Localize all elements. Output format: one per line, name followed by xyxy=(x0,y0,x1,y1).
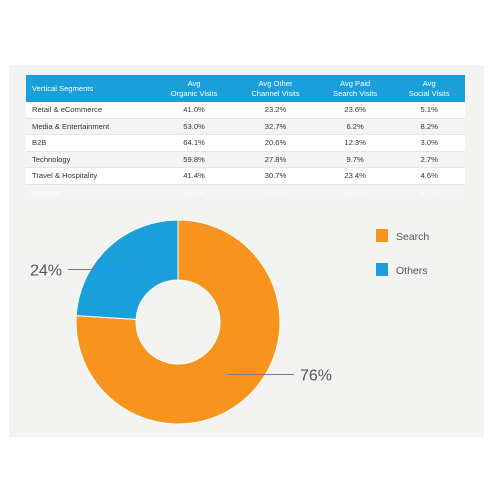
paid-search-cell: 6.2% xyxy=(316,118,394,135)
social-cell: 5.1% xyxy=(393,102,465,119)
other-channel-cell: 20.6% xyxy=(234,134,317,152)
header-organic-visits: Avg Organic Visits xyxy=(153,75,235,102)
segment-cell: Travel & Hospitality xyxy=(26,167,154,185)
slice-label-others: 24% xyxy=(30,263,62,280)
header-other-channel-visits: Avg Other Channel Visits xyxy=(234,75,317,102)
social-cell: 3.0% xyxy=(393,134,465,152)
table-row: Retail & eCommerce 41.0% 23.2% 23.6% 5.1… xyxy=(26,102,465,119)
social-cell: 4.6% xyxy=(393,167,465,185)
paid-search-cell: 12.3% xyxy=(316,134,394,152)
paid-search-cell: 23.4% xyxy=(316,167,394,185)
paid-search-cell: 9.7% xyxy=(316,151,394,168)
vertical-segments-table: Vertical Segments Avg Organic Visits Avg … xyxy=(26,75,465,200)
organic-cell: 41.0% xyxy=(153,102,235,119)
average-organic-cell: 53.3% xyxy=(153,184,235,200)
table-header-row: Vertical Segments Avg Organic Visits Avg … xyxy=(26,75,465,102)
average-label-cell: Average xyxy=(26,184,154,200)
organic-cell: 53.0% xyxy=(153,118,235,135)
other-channel-cell: 32.7% xyxy=(234,118,317,135)
average-row: Average 53.3% 27.0% 15.0% 4.7% xyxy=(26,184,465,200)
segment-cell: B2B xyxy=(26,134,154,152)
legend-swatch-others xyxy=(376,263,388,276)
legend-label-others: Others xyxy=(396,265,428,277)
slice-search xyxy=(75,219,281,425)
social-cell: 2.7% xyxy=(393,151,465,168)
average-social-cell: 4.7% xyxy=(393,184,465,200)
other-channel-cell: 30.7% xyxy=(234,167,317,185)
segment-cell: Technology xyxy=(26,151,154,168)
header-social-visits: Avg Social Visits xyxy=(393,75,465,102)
organic-cell: 59.8% xyxy=(153,151,235,168)
other-channel-cell: 23.2% xyxy=(234,102,317,119)
other-channel-cell: 27.8% xyxy=(234,151,317,168)
average-paid-search-cell: 15.0% xyxy=(316,184,394,200)
header-paid-search-visits: Avg Paid Search Visits xyxy=(316,75,394,102)
table-row: B2B 64.1% 20.6% 12.3% 3.0% xyxy=(26,134,465,152)
segment-cell: Media & Entertainment xyxy=(26,118,154,135)
paid-search-cell: 23.6% xyxy=(316,102,394,119)
table-row: Technology 59.8% 27.8% 9.7% 2.7% xyxy=(26,151,465,168)
organic-cell: 64.1% xyxy=(153,134,235,152)
legend-swatch-search xyxy=(376,229,388,242)
table-row: Media & Entertainment 53.0% 32.7% 6.2% 8… xyxy=(26,118,465,135)
legend-label-search: Search xyxy=(396,231,429,243)
table-row: Travel & Hospitality 41.4% 30.7% 23.4% 4… xyxy=(26,167,465,185)
social-cell: 8.2% xyxy=(393,118,465,135)
segment-cell: Retail & eCommerce xyxy=(26,102,154,119)
header-vertical-segments: Vertical Segments xyxy=(26,75,154,102)
average-other-channel-cell: 27.0% xyxy=(234,184,317,200)
organic-cell: 41.4% xyxy=(153,167,235,185)
slice-label-search: 76% xyxy=(300,367,332,384)
